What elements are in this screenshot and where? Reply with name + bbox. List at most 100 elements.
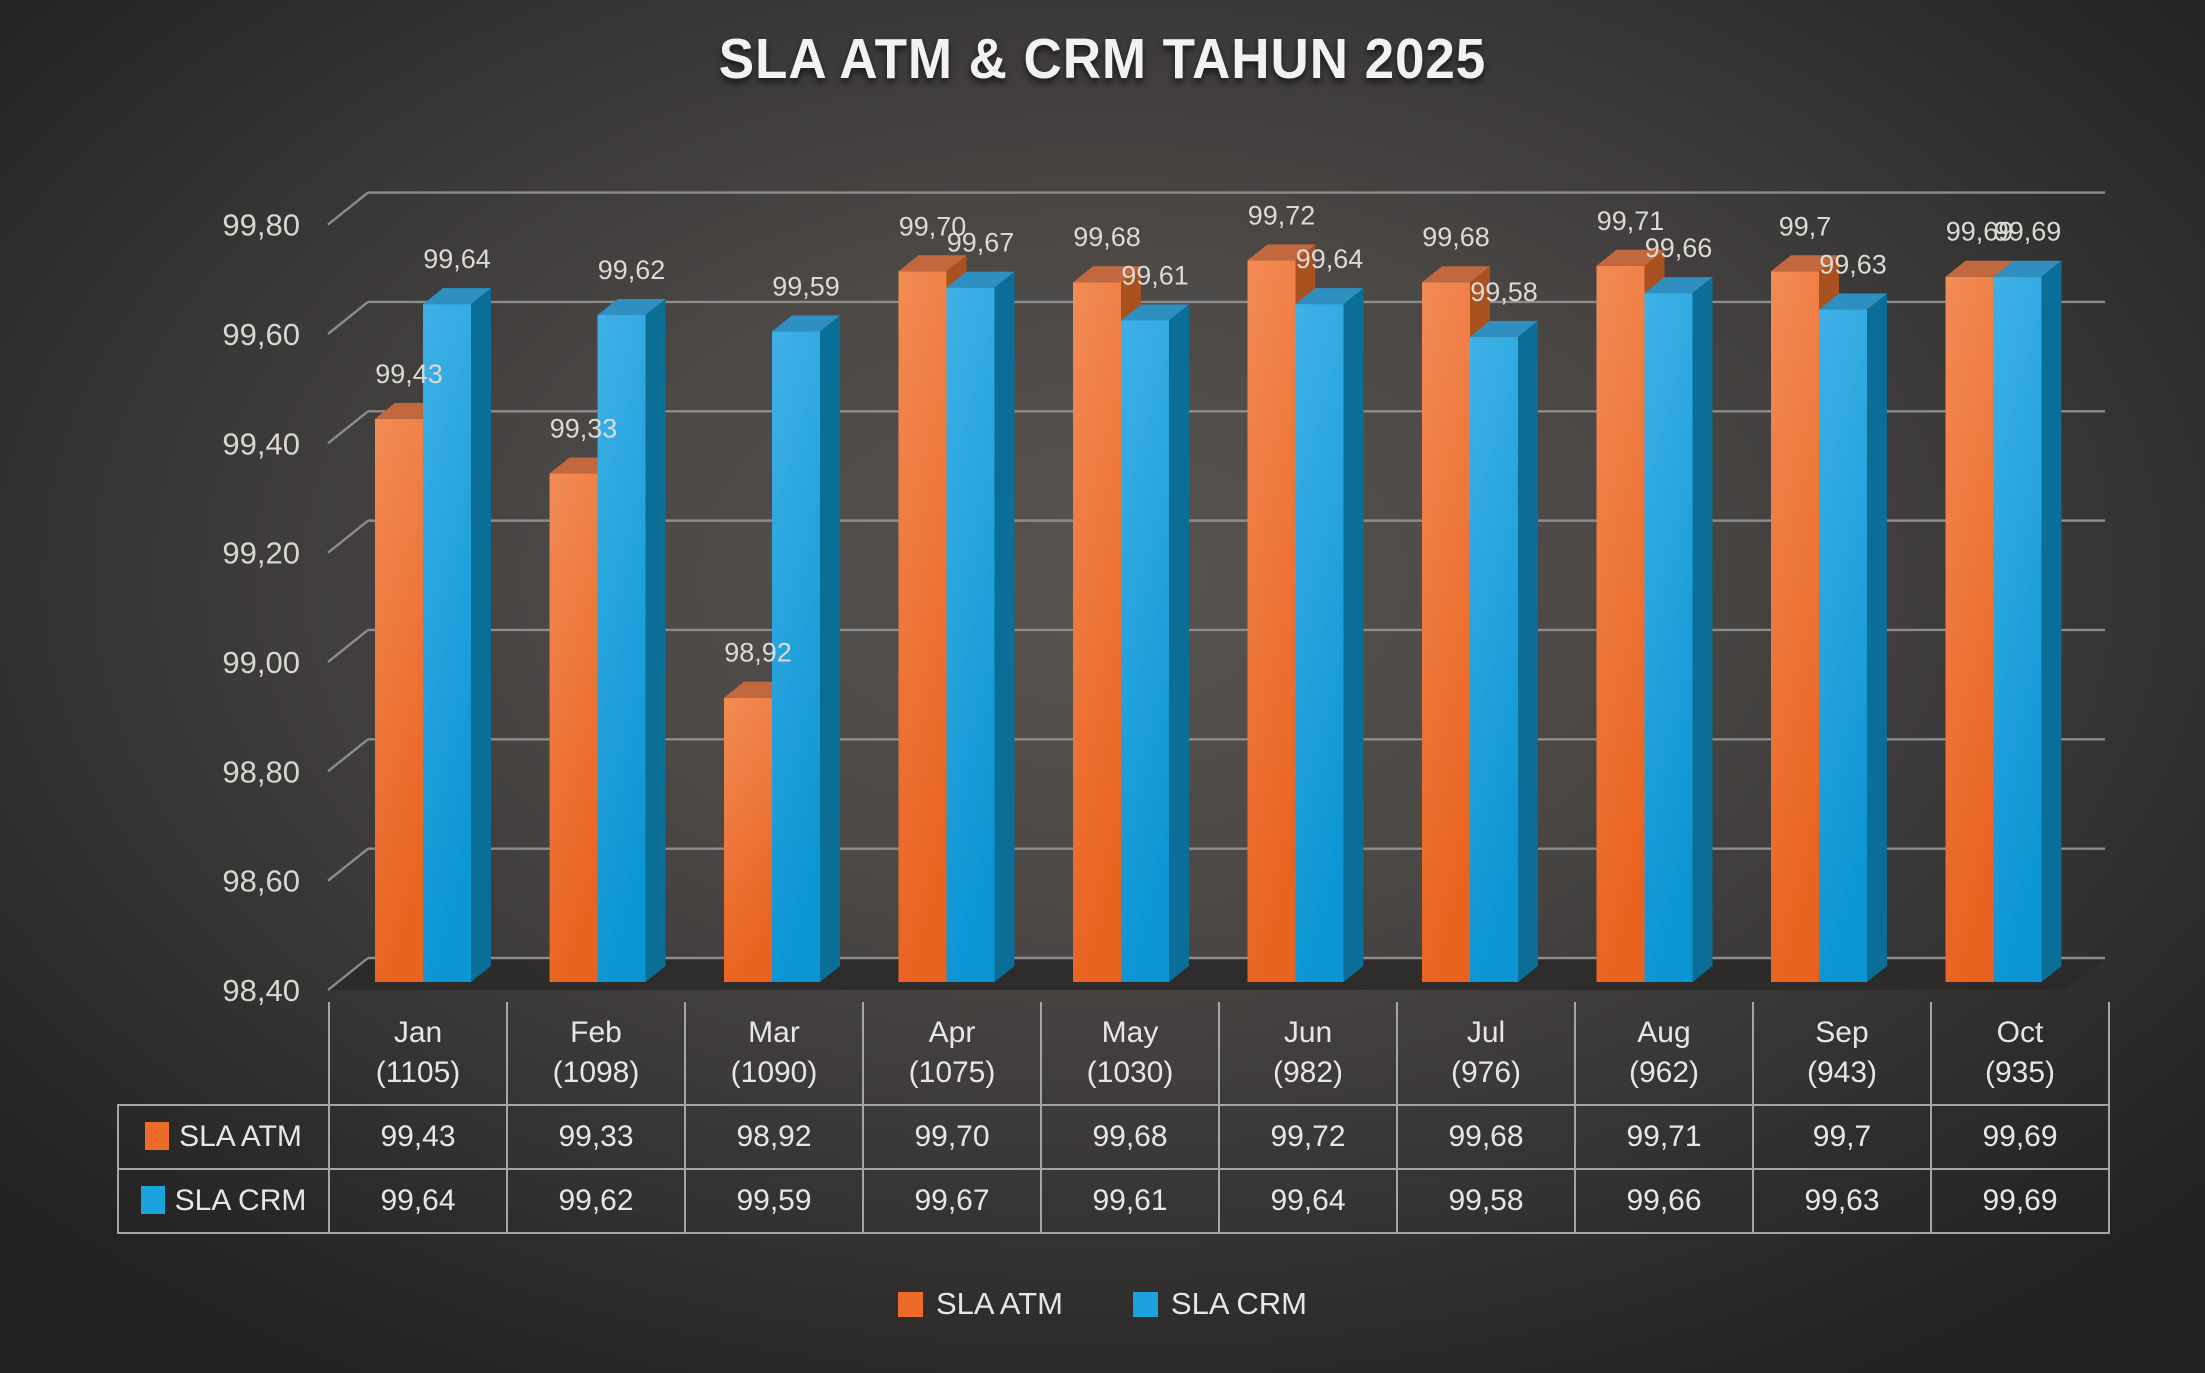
sla-crm-bar-sep [1819,309,1867,982]
month-label: Feb [570,1016,622,1049]
sla-atm-bar-jun-top [1247,244,1316,261]
col-header-apr: Apr (1075) [862,1002,1042,1106]
month-count-label: (976) [1450,1056,1522,1089]
data-label-sla-crm: 99,59 [772,271,840,301]
chart-data-table: Jan (1105) Feb (1098) Mar (1090) Apr (1075) May (… [117,1002,2110,1234]
table-cell-feb-sla-atm: 99,33 [506,1104,686,1170]
table-cell-jan-sla-crm: 99,64 [328,1168,508,1234]
sla-crm-bar-jun [1295,304,1344,982]
sla-crm-bar-aug-top [1644,277,1713,294]
sla-atm-bar-jan [375,418,423,982]
sla-crm-bar-jun-side [1343,288,1364,982]
table-cell-jan-sla-atm: 99,43 [328,1104,508,1170]
month-count-label: (962) [1628,1056,1700,1089]
sla-atm-swatch-icon [145,1122,170,1150]
table-header-row: Jan (1105) Feb (1098) Mar (1090) Apr (1075) May (… [118,1002,2110,1106]
month-label: Jun [1283,1016,1333,1049]
col-header-jan: Jan (1105) [328,1002,508,1106]
gridline-side-segment [327,629,369,663]
sla-atm-bar-sep-top [1771,255,1839,272]
sla-crm-bar-jan [423,304,471,982]
table-cell-apr-sla-crm: 99,67 [862,1168,1042,1234]
y-axis-tick-label: 99,60 [222,317,300,352]
table-cell-jul-sla-crm: 99,58 [1396,1168,1576,1234]
month-label: Oct [1996,1016,2044,1049]
month-count-label: (982) [1272,1056,1344,1089]
sla-atm-bar-jul [1422,282,1470,983]
month-count-label: (935) [1984,1056,2056,1089]
sla-atm-bar-may [1073,282,1121,983]
y-axis-tick-label: 99,80 [222,208,300,243]
sla-crm-bar-apr-side [994,271,1015,982]
sla-atm-bar-apr [898,271,947,982]
month-count-label: (943) [1806,1056,1878,1089]
sla-crm-bar-apr [946,287,995,982]
month-count-label: (1075) [908,1056,996,1089]
sla-crm-bar-oct-side [2041,260,2062,982]
data-label-sla-atm: 99,43 [375,359,443,389]
table-cell-oct-sla-crm: 99,69 [1930,1168,2110,1234]
sla-crm-bar-oct-top [1993,260,2062,277]
sla-atm-bar-apr-top [898,255,967,272]
data-label-sla-crm: 99,62 [598,255,666,285]
sla-atm-bar-mar [724,697,772,982]
sla-atm-bar-oct-top [1945,260,2014,277]
table-cell-mar-sla-crm: 99,59 [684,1168,864,1234]
sla-crm-bar-feb-top [597,299,666,316]
table-cell-aug-sla-atm: 99,71 [1574,1104,1754,1170]
table-cell-may-sla-atm: 99,68 [1040,1104,1220,1170]
data-label-sla-atm: 99,68 [1073,222,1141,252]
data-label-sla-crm: 99,58 [1470,277,1538,307]
data-label-sla-crm: 99,63 [1819,250,1887,280]
y-axis-tick-label: 98,40 [222,973,300,1008]
col-header-oct: Oct (935) [1930,1002,2110,1106]
series-name-label: SLA CRM [174,1184,307,1217]
table-cell-apr-sla-atm: 99,70 [862,1104,1042,1170]
table-cell-may-sla-crm: 99,61 [1040,1168,1220,1234]
sla-atm-bar-sep [1771,271,1819,982]
sla-crm-bar-jan-side [471,288,491,982]
sla-crm-bar-sep-side [1867,293,1887,982]
table-cell-sep-sla-crm: 99,63 [1752,1168,1932,1234]
month-count-label: (1090) [730,1056,818,1089]
y-axis-tick-label: 99,40 [222,426,300,461]
table-cell-aug-sla-crm: 99,66 [1574,1168,1754,1234]
sla-crm-bar-mar [772,331,820,982]
gridline-side-segment [327,957,369,991]
table-row-sla-atm: SLA ATM 99,43 99,33 98,92 99,70 99,68 99,72 99,… [117,1104,2110,1170]
sla-atm-bar-feb [549,473,598,982]
sla-crm-bar-feb [597,315,646,983]
chart-title: SLA ATM & CRM TAHUN 2025 [718,27,1487,91]
series-name-label: SLA ATM [179,1120,302,1153]
data-label-sla-atm: 99,70 [899,211,967,241]
sla-crm-bar-may [1121,320,1169,982]
col-header-feb: Feb (1098) [506,1002,686,1106]
y-axis-tick-label: 98,80 [222,754,300,789]
table-row-sla-crm: SLA CRM 99,64 99,62 99,59 99,67 99,61 99,64 99,… [117,1168,2110,1234]
table-cell-mar-sla-atm: 98,92 [684,1104,864,1170]
data-label-sla-crm: 99,61 [1121,260,1189,290]
month-label: May [1101,1016,1159,1049]
table-cell-jul-sla-atm: 99,68 [1396,1104,1576,1170]
y-axis-tick-label: 98,60 [222,864,300,899]
table-cell-sep-sla-atm: 99,7 [1752,1104,1932,1170]
data-label-sla-atm: 98,92 [724,638,792,668]
col-header-jun: Jun (982) [1218,1002,1398,1106]
sla-crm-bar-may-top [1121,304,1189,321]
data-label-sla-crm: 99,67 [947,228,1015,258]
sla-atm-bar-oct [1945,276,1994,982]
sla-atm-bar-aug [1596,265,1645,982]
month-count-label: (1105) [375,1056,461,1089]
gridline-side-segment [327,301,369,335]
month-label: Jan [393,1016,443,1049]
legend-label-sla-atm: SLA ATM [935,1286,1063,1321]
table-corner-cell [118,1002,329,1105]
col-header-jul: Jul (976) [1396,1002,1576,1106]
table-cell-feb-sla-crm: 99,62 [506,1168,686,1234]
sla-crm-swatch-icon [140,1186,165,1214]
chart-legend: SLA ATM SLA CRM [0,1286,2205,1322]
table-cell-oct-sla-atm: 99,69 [1930,1104,2110,1170]
legend-item-sla-atm: SLA ATM [897,1286,1063,1322]
month-label: Apr [928,1016,976,1049]
data-label-sla-crm: 99,66 [1645,233,1713,263]
